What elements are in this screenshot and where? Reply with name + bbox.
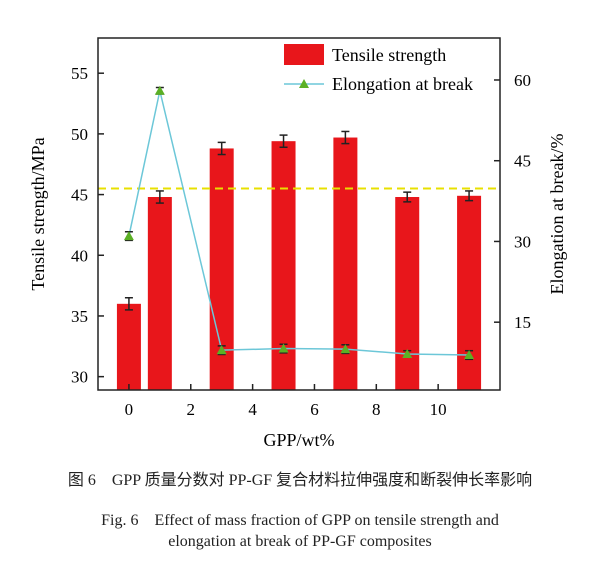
plot-frame [97,37,501,391]
marker-elongation [402,348,413,358]
marker-elongation [340,344,351,354]
ticks: 0 2 4 6 8 10 30 35 40 45 50 55 15 30 45 60 [71,64,531,419]
y-right-tick-label: 45 [514,152,531,171]
y-left-tick-label: 50 [71,125,88,144]
legend-swatch-tensile [284,44,324,65]
x-axis-label: GPP/wt% [263,430,334,450]
x-tick-label: 8 [372,400,381,419]
y-left-tick-label: 35 [71,307,88,326]
bar-tensile [395,197,420,390]
x-tick-label: 0 [125,400,134,419]
y-left-tick-label: 40 [71,246,88,265]
x-tick-label: 10 [430,400,447,419]
legend-swatch-elongation-marker [299,79,309,88]
marker-elongation [216,345,227,355]
bar-tensile [147,197,172,390]
marker-elongation [154,85,165,95]
y-right-tick-label: 60 [514,71,531,90]
marker-elongation [278,343,289,353]
caption-en-line2: elongation at break of PP-GF composites [168,533,432,550]
chart: 0 2 4 6 8 10 30 35 40 45 50 55 15 30 45 60 Tensile stre… [28,37,567,450]
x-tick-label: 4 [248,400,257,419]
y-left-tick-label: 55 [71,64,88,83]
bar-tensile [116,303,141,390]
marker-elongation [123,231,134,241]
legend-label-elongation: Elongation at break [332,74,473,94]
x-tick-label: 2 [187,400,196,419]
x-tick-label: 6 [310,400,319,419]
y-left-axis-label: Tensile strength/MPa [28,137,48,290]
y-right-axis-label: Elongation at break/% [547,134,567,295]
caption-en-line1: Fig. 6 Effect of mass fraction of GPP on… [101,512,499,529]
legend: Tensile strength Elongation at break [284,44,473,94]
y-left-tick-label: 45 [71,186,88,205]
y-right-tick-label: 15 [514,313,531,332]
bars [116,130,482,390]
legend-label-tensile: Tensile strength [332,45,446,65]
elongation-line-group [123,85,475,361]
caption-zh: 图 6 GPP 质量分数对 PP-GF 复合材料拉伸强度和断裂伸长率影响 [67,472,533,489]
bar-tensile [457,195,482,390]
y-right-tick-label: 30 [514,232,531,251]
y-left-tick-label: 30 [71,368,88,387]
marker-elongation [464,350,475,360]
